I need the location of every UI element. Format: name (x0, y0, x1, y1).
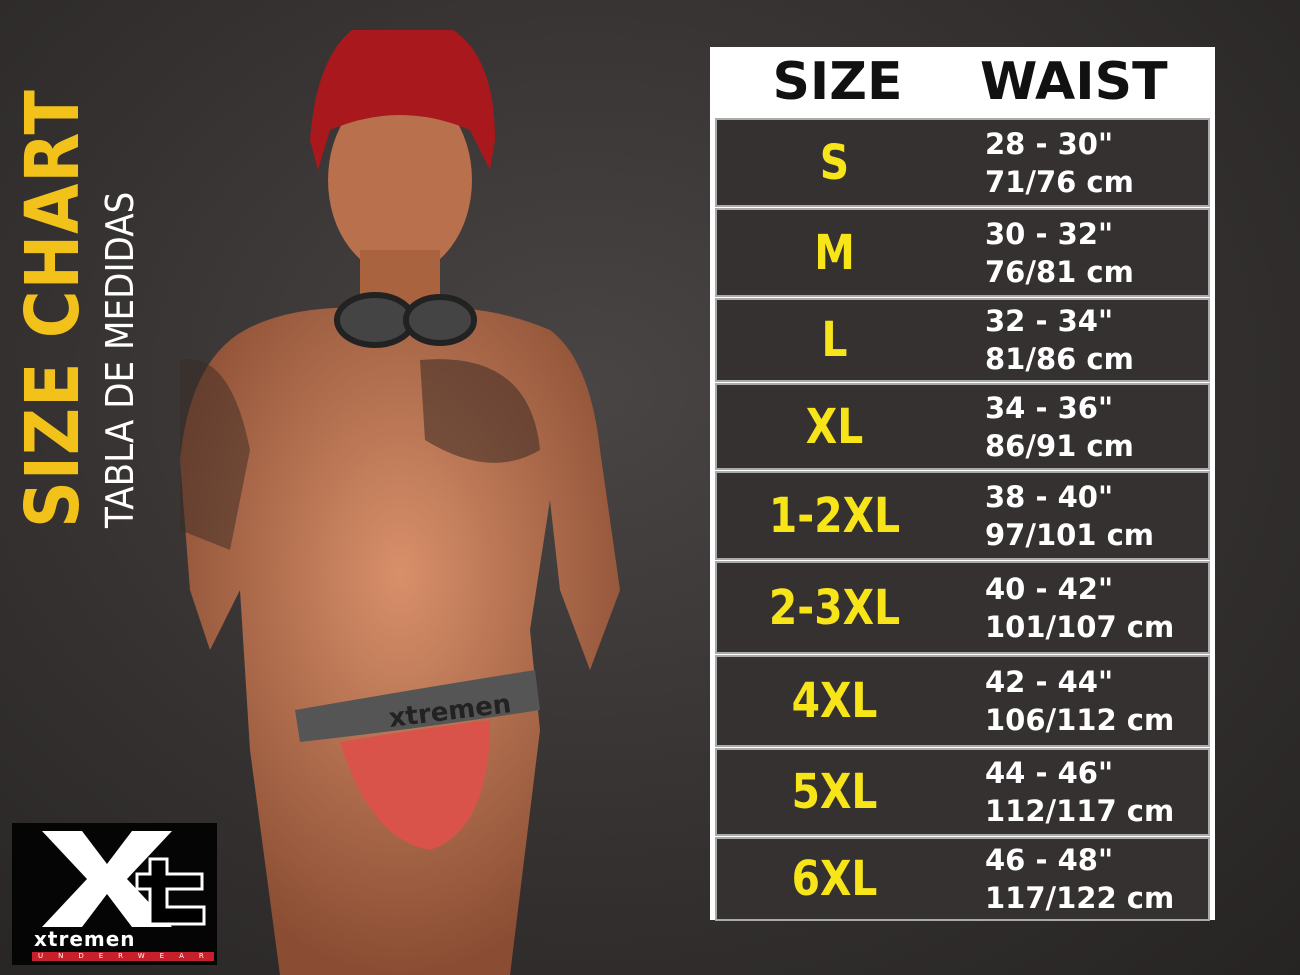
waist-value: 34 - 36" 86/91 cm (952, 389, 1208, 465)
model-photo: xtremen (180, 30, 620, 975)
goggles (334, 292, 416, 348)
table-row: S 28 - 30" 71/76 cm (715, 118, 1210, 207)
waist-value: 46 - 48" 117/122 cm (952, 841, 1208, 917)
waist-cm: 86/91 cm (985, 428, 1134, 463)
table-row: 5XL 44 - 46" 112/117 cm (715, 748, 1210, 836)
logo-tagline: UNDERWEAR (32, 952, 214, 961)
table-row: 6XL 46 - 48" 117/122 cm (715, 837, 1210, 921)
size-label: 4XL (791, 673, 878, 729)
waist-value: 28 - 30" 71/76 cm (952, 125, 1208, 201)
logo-brand: xtremen (34, 927, 136, 951)
arm-tattoo (180, 359, 250, 550)
waist-cm: 71/76 cm (985, 164, 1134, 199)
size-label: L (821, 312, 848, 368)
table-row: L 32 - 34" 81/86 cm (715, 298, 1210, 382)
waist-inches: 40 - 42" (985, 571, 1114, 606)
table-row: M 30 - 32" 76/81 cm (715, 208, 1210, 297)
waist-inches: 30 - 32" (985, 216, 1114, 251)
waist-value: 32 - 34" 81/86 cm (952, 302, 1208, 378)
waist-cm: 81/86 cm (985, 342, 1134, 376)
waist-cm: 76/81 cm (985, 254, 1134, 289)
waist-value: 40 - 42" 101/107 cm (952, 570, 1208, 646)
logo-t-shape (135, 857, 206, 926)
helmet (310, 30, 495, 170)
waistband (295, 670, 540, 742)
size-label: 2-3XL (768, 579, 901, 636)
waist-inches: 44 - 46" (985, 756, 1114, 790)
size-chart-title: SIZE CHART (10, 89, 96, 528)
size-label: 5XL (791, 764, 878, 820)
vertical-title: SIZE CHART TABLA DE MEDIDAS (8, 30, 142, 528)
jock-pouch (340, 720, 490, 850)
waist-inches: 46 - 48" (985, 843, 1114, 877)
chest-tattoo (420, 359, 540, 463)
waist-inches: 42 - 44" (985, 665, 1114, 699)
waist-inches: 28 - 30" (985, 126, 1114, 161)
waist-cm: 112/117 cm (985, 794, 1175, 828)
waist-inches: 32 - 34" (985, 304, 1114, 338)
waist-cm: 117/122 cm (985, 881, 1175, 915)
logo-xt-mark (42, 831, 206, 927)
table-row: XL 34 - 36" 86/91 cm (715, 383, 1210, 470)
size-label: M (814, 224, 855, 281)
model-body (180, 307, 620, 975)
size-chart-subtitle: TABLA DE MEDIDAS (98, 191, 142, 528)
header-size: SIZE (772, 52, 903, 112)
size-label: XL (805, 398, 864, 455)
logo-x-shape (42, 831, 172, 927)
table-header: SIZE WAIST (715, 47, 1210, 117)
brand-logo: xtremen UNDERWEAR (12, 823, 217, 965)
waist-value: 42 - 44" 106/112 cm (952, 663, 1208, 739)
size-label: S (819, 134, 850, 191)
waist-cm: 97/101 cm (985, 517, 1154, 552)
table-row: 1-2XL 38 - 40" 97/101 cm (715, 471, 1210, 560)
size-table: SIZE WAIST S 28 - 30" 71/76 cm M 30 - 32" 7… (710, 47, 1215, 921)
size-label: 1-2XL (768, 487, 901, 544)
size-label: 6XL (791, 851, 878, 907)
table-row: 2-3XL 40 - 42" 101/107 cm (715, 561, 1210, 654)
waist-value: 38 - 40" 97/101 cm (952, 478, 1208, 554)
model-head (328, 85, 472, 275)
waist-inches: 38 - 40" (985, 479, 1114, 514)
waist-inches: 34 - 36" (985, 390, 1114, 425)
header-waist: WAIST (980, 52, 1168, 112)
table-row: 4XL 42 - 44" 106/112 cm (715, 655, 1210, 747)
waist-cm: 101/107 cm (985, 609, 1175, 644)
waist-value: 44 - 46" 112/117 cm (952, 754, 1208, 830)
waist-value: 30 - 32" 76/81 cm (952, 215, 1208, 291)
waist-cm: 106/112 cm (985, 703, 1175, 737)
